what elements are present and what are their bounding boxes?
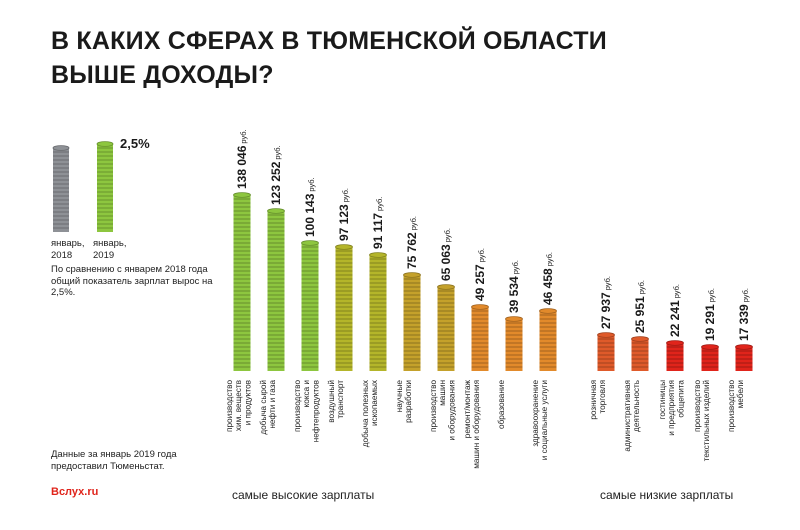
value-label: 17 339руб.	[737, 288, 751, 341]
category-label: воздушныйтранспорт	[327, 380, 345, 423]
bar-6	[403, 272, 421, 371]
category-label: производствотекстильных изделий	[693, 380, 711, 462]
comparison-stack-1	[52, 145, 70, 232]
category-label: производствохим. веществи продуктов	[225, 380, 252, 432]
value-label: 39 534руб.	[507, 260, 521, 313]
title-line-1: В КАКИХ СФЕРАХ В ТЮМЕНСКОЙ ОБЛАСТИ	[51, 27, 607, 55]
label-jan-2019: январь, 2019	[93, 238, 127, 261]
value-label: 22 241руб.	[668, 284, 682, 337]
bar-4	[335, 244, 353, 371]
category-label: образование	[497, 380, 506, 429]
value-label: 138 046руб.	[235, 129, 249, 189]
title-line-2: ВЫШЕ ДОХОДЫ?	[51, 61, 274, 89]
value-label: 49 257руб.	[473, 248, 487, 301]
category-label: гостиницыи предприятияобщепита	[658, 380, 685, 436]
value-label: 25 951руб.	[633, 280, 647, 333]
bar-10	[539, 308, 557, 371]
bar-14	[701, 344, 719, 371]
value-label: 100 143руб.	[303, 177, 317, 237]
source-note: Данные за январь 2019 года предоставил Т…	[51, 449, 177, 472]
category-label: ремонт/монтажмашин и оборудования	[463, 379, 481, 468]
value-label: 46 458руб.	[541, 252, 555, 305]
growth-percent: 2,5%	[120, 136, 150, 151]
bar-3	[301, 240, 319, 371]
brand-logo: Вслух.ru	[51, 486, 99, 498]
value-label: 123 252руб.	[269, 145, 283, 205]
bar-1	[233, 192, 251, 371]
category-label: производствококса инефтепродуктов	[293, 380, 320, 443]
bar-8	[471, 304, 489, 371]
bar-2	[267, 208, 285, 371]
category-label: розничнаяторговля	[589, 380, 607, 420]
comparison-note: По сравнению с январем 2018 года общий п…	[51, 264, 213, 298]
category-label: добыча сыройнефти и газа	[259, 380, 277, 435]
value-label: 19 291руб.	[703, 288, 717, 341]
bar-5	[369, 252, 387, 371]
bar-13	[666, 340, 684, 371]
value-label: 91 117руб.	[371, 197, 385, 249]
label-jan-2018: январь, 2018	[51, 238, 85, 261]
value-label: 75 762руб.	[405, 216, 419, 269]
highest-salaries-caption: самые высокие зарплаты	[232, 488, 375, 502]
category-label: здравоохранениеи социальные услуги	[531, 380, 549, 461]
value-label: 27 937руб.	[599, 276, 613, 329]
page-title: В КАКИХ СФЕРАХ В ТЮМЕНСКОЙ ОБЛАСТИ ВЫШЕ …	[51, 24, 607, 92]
category-label: производствомашини оборудования	[429, 380, 456, 441]
bar-15	[735, 344, 753, 371]
category-label: научныеразработки	[395, 380, 413, 423]
value-label: 97 123руб.	[337, 188, 351, 241]
category-label: производствомебели	[727, 380, 745, 432]
bar-9	[505, 316, 523, 371]
category-label: административнаядеятельность	[623, 380, 641, 452]
comparison-stack-2	[96, 141, 114, 232]
bar-12	[631, 336, 649, 371]
category-label: добыча полезныхископаемых	[361, 380, 379, 447]
bar-7	[437, 284, 455, 371]
bar-11	[597, 332, 615, 371]
lowest-salaries-caption: самые низкие зарплаты	[600, 488, 734, 502]
value-label: 65 063руб.	[439, 228, 453, 281]
